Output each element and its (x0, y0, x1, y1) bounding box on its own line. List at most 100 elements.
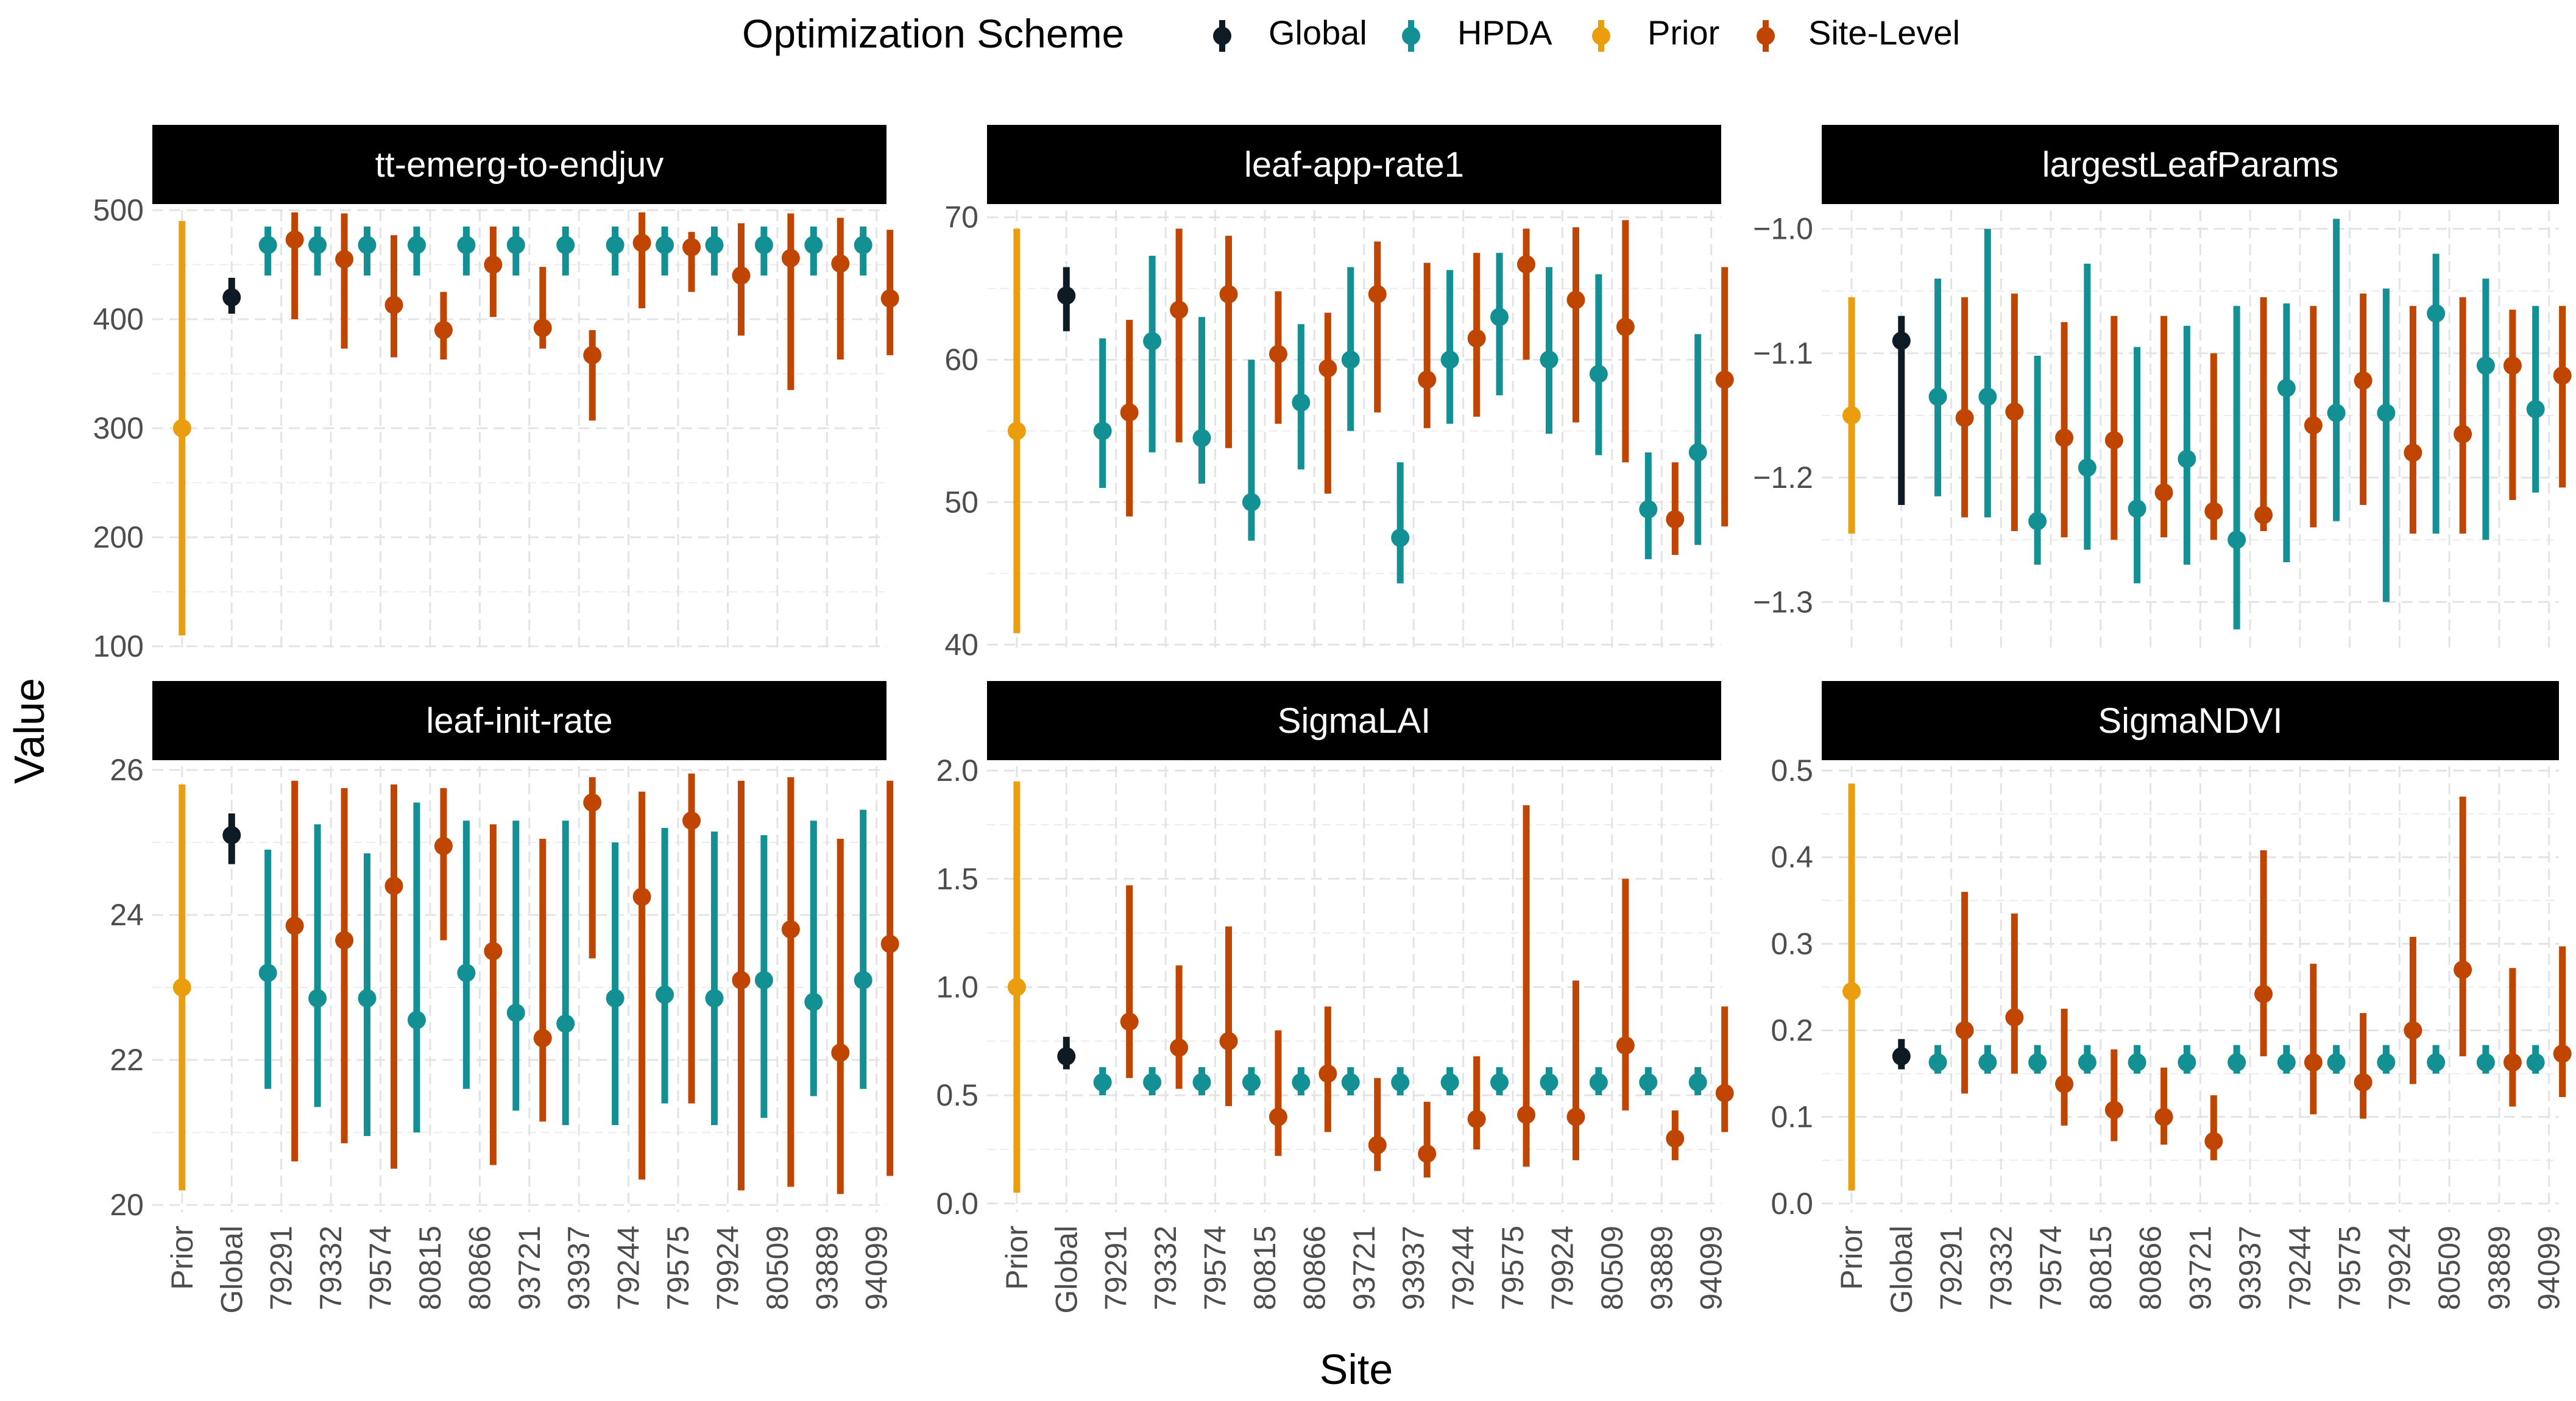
x-tick-label: 93889 (810, 1226, 844, 1310)
y-tick-label: 26 (110, 753, 144, 787)
errorbar-hpda-80509-point (2427, 304, 2446, 323)
legend: Optimization Scheme Global HPDA Prior Si… (742, 11, 1960, 56)
x-tick-label: Global (1884, 1226, 1919, 1314)
errorbar-site-level-79575 (1517, 228, 1536, 360)
errorbar-site-level-79574-point (1219, 284, 1238, 303)
x-tick-label: 80866 (1297, 1226, 1331, 1310)
errorbar-hpda-93721 (2178, 325, 2196, 565)
strip-title-sigmalai: SigmaLAI (1278, 701, 1431, 741)
x-tick-label: 80866 (2134, 1226, 2168, 1310)
errorbar-prior (172, 221, 191, 636)
errorbar-hpda-80815 (2078, 263, 2097, 550)
errorbar-site-level-93937-point (1418, 1145, 1437, 1163)
errorbar-hpda-80815-point (407, 236, 426, 255)
errorbar-site-level-80866-point (484, 255, 503, 274)
errorbar-hpda-79575-point (1490, 1073, 1509, 1092)
errorbar-site-level-79575-point (2354, 1073, 2373, 1092)
errorbar-hpda-79332-point (1143, 332, 1162, 351)
errorbar-site-level-80815 (1269, 291, 1287, 424)
errorbar-hpda-93721 (1341, 267, 1360, 431)
errorbar-site-level-79924-point (1566, 291, 1585, 309)
errorbar-site-level-80866-point (1318, 359, 1337, 378)
errorbar-hpda-79332 (1143, 255, 1162, 453)
errorbar-hpda-93937 (2227, 306, 2246, 630)
errorbar-site-level-80815-point (1269, 345, 1287, 364)
errorbar-prior (1842, 297, 1861, 534)
errorbar-site-level-79332-point (1170, 1038, 1189, 1057)
panel-leaf-init-rate: leaf-init-rate 20 22 24 26 Prior Global 79291 79… (110, 681, 899, 1314)
errorbar-site-level-79924 (1566, 980, 1585, 1160)
errorbar-global (1892, 316, 1911, 506)
strip-largestleafparams (1822, 125, 2559, 204)
errorbar-hpda-79924-point (705, 989, 724, 1008)
x-tick-label: 79244 (612, 1226, 646, 1310)
errorbar-hpda-80866 (1292, 1067, 1311, 1096)
strip-tt-emerg-to-endjuv (152, 125, 886, 204)
errorbar-site-level-80815-point (2104, 1101, 2123, 1120)
errorbar-site-level-79924 (1566, 227, 1585, 423)
errorbar-site-level-80509-point (2454, 425, 2472, 443)
errorbar-site-level-93889 (1666, 1110, 1685, 1160)
errorbar-hpda-93889 (2476, 278, 2495, 540)
errorbar-hpda-93721-point (506, 236, 525, 255)
errorbar-site-level-94099-point (880, 289, 899, 308)
errorbar-hpda-79244-point (1440, 350, 1459, 369)
errorbar-site-level-93937 (2254, 297, 2273, 531)
legend-site-level-dot (1757, 27, 1775, 45)
errorbar-site-level-79575 (1517, 805, 1536, 1167)
errorbar-site-level-79924-point (2404, 1021, 2422, 1040)
errorbar-site-level-93889-point (1666, 1129, 1685, 1148)
errorbar-site-level-79332-point (335, 931, 354, 950)
errorbar-site-level-79575-point (682, 238, 701, 256)
errorbar-site-level-79244-point (2304, 416, 2323, 435)
errorbar-site-level-80866-point (2154, 483, 2173, 502)
errorbar-hpda-79291-point (1093, 1073, 1112, 1092)
errorbar-hpda-93937 (556, 226, 575, 276)
errorbar-site-level-79574-point (1219, 1032, 1238, 1051)
errorbar-site-level-93721-point (533, 1029, 552, 1048)
errorbar-hpda-79291 (258, 849, 277, 1089)
legend-prior-dot (1592, 27, 1610, 45)
errorbar-hpda-79574 (1192, 317, 1211, 484)
errorbar-hpda-79575-point (2327, 403, 2346, 422)
x-tick-label: 93889 (1644, 1226, 1679, 1310)
y-tick-label: 200 (93, 520, 144, 554)
errorbar-hpda-79574-point (2028, 512, 2047, 531)
errorbar-site-level-80509 (781, 213, 800, 390)
errorbar-site-level-93721 (533, 839, 552, 1122)
errorbar-site-level-93937 (1418, 1101, 1437, 1178)
errorbar-hpda-80815-point (407, 1011, 426, 1029)
y-tick-label: 0.5 (1771, 753, 1813, 788)
x-tick-label: 93889 (2482, 1226, 2516, 1310)
errorbar-hpda-79574 (2028, 355, 2047, 565)
errorbar-site-level-93937-point (2254, 984, 2273, 1003)
x-tick-label: Prior (1835, 1226, 1869, 1290)
errorbar-hpda-79574-point (358, 236, 377, 255)
errorbar-hpda-79291 (1093, 338, 1112, 489)
errorbar-hpda-79924 (705, 226, 724, 276)
errorbar-hpda-80815 (407, 226, 426, 276)
x-tick-label: 79575 (661, 1226, 695, 1310)
panel-tt-emerg-to-endjuv: tt-emerg-to-endjuv 100 200 300 400 500 (93, 125, 899, 663)
errorbar-site-level-79291-point (1955, 1021, 1974, 1040)
errorbar-hpda-79244-point (2277, 379, 2296, 398)
x-tick-label: 79244 (2283, 1226, 2317, 1310)
errorbar-hpda-79574-point (1192, 429, 1211, 448)
errorbar-hpda-93889 (1639, 1067, 1658, 1096)
errorbar-site-level-93721-point (2204, 502, 2223, 521)
x-tick-label: 80866 (462, 1226, 497, 1310)
errorbar-hpda-93889-point (2476, 356, 2495, 375)
x-tick-label: 79924 (2382, 1226, 2416, 1310)
errorbar-hpda-93889-point (2476, 1053, 2495, 1072)
errorbar-prior-point (1007, 978, 1026, 997)
errorbar-hpda-93721-point (506, 1003, 525, 1022)
errorbar-site-level-79924 (2404, 306, 2422, 534)
errorbar-hpda-94099-point (2526, 1053, 2545, 1072)
errorbar-site-level-79244-point (2304, 1053, 2323, 1072)
errorbar-hpda-79244-point (1440, 1073, 1459, 1092)
errorbar-hpda-79924-point (1540, 1073, 1559, 1092)
y-tick-label: 0.1 (1771, 1100, 1813, 1134)
x-tick-label: Prior (165, 1226, 199, 1290)
errorbar-global (222, 277, 241, 314)
